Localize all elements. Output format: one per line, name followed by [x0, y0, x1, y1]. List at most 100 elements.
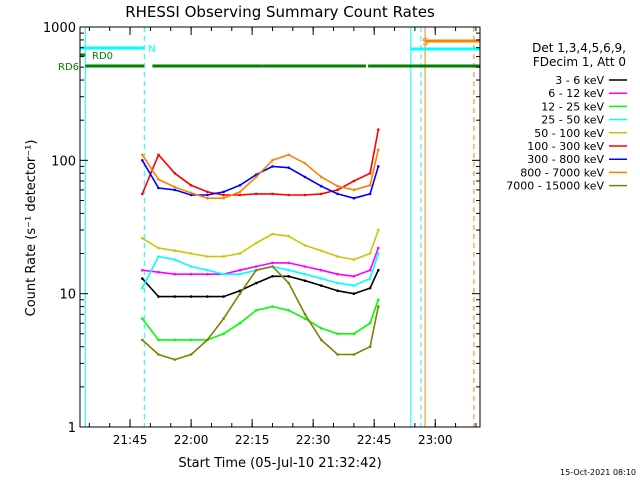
series-2-point-10	[303, 317, 307, 320]
series-6-point-12	[336, 192, 339, 196]
series-3-point-6	[238, 272, 242, 276]
series-8-point-9	[287, 281, 291, 285]
series-7-point-12	[336, 184, 339, 188]
series-6-point-5	[222, 190, 225, 194]
chart-title: RHESSI Observing Summary Count Rates	[125, 3, 435, 21]
series-1-point-14	[368, 268, 372, 272]
series-8-point-0	[141, 338, 144, 342]
series-5-point-15	[377, 128, 380, 131]
series-lines	[141, 128, 380, 361]
series-4-point-0	[141, 237, 144, 240]
series-3-point-13	[352, 284, 356, 287]
series-0-point-5	[222, 295, 225, 298]
series-line-4	[141, 229, 380, 261]
series-8-point-7	[254, 268, 258, 272]
series-2-point-9	[287, 309, 291, 312]
series-0-point-0	[141, 277, 144, 280]
series-1-point-9	[287, 261, 291, 265]
series-4-point-10	[303, 244, 307, 247]
series-4-point-6	[238, 252, 242, 255]
series-1-point-1	[157, 270, 160, 274]
series-2-point-1	[157, 338, 160, 342]
legend-label-3: 25 - 50 keV	[541, 114, 604, 127]
series-4-point-5	[222, 255, 225, 258]
series-5-point-5	[222, 193, 225, 197]
legend-label-7: 800 - 7000 keV	[520, 166, 604, 179]
series-0-point-2	[173, 295, 177, 298]
series-line-8	[141, 265, 380, 361]
y-tick-label-3: 1000	[43, 21, 76, 36]
series-0-point-4	[206, 295, 209, 298]
series-0-point-8	[271, 275, 274, 278]
flag-label-rd0: RD0	[92, 51, 113, 62]
series-7-point-7	[254, 175, 258, 179]
series-0-point-7	[254, 281, 258, 285]
series-6-point-1	[157, 186, 160, 190]
legend-label-1: 6 - 12 keV	[548, 87, 604, 100]
series-7-point-8	[271, 159, 274, 162]
series-8-point-5	[222, 317, 225, 320]
series-8-point-6	[238, 292, 242, 296]
series-2-point-14	[368, 321, 372, 325]
legend-label-2: 12 - 25 keV	[541, 100, 604, 113]
series-1-point-3	[189, 272, 193, 276]
legend-label-0: 3 - 6 keV	[555, 74, 604, 87]
series-5-point-2	[173, 172, 177, 175]
series-0-point-3	[189, 295, 193, 298]
series-5-point-3	[189, 184, 193, 187]
x-tick-label-3: 22:30	[296, 433, 331, 447]
series-7-point-1	[157, 178, 160, 181]
legend-label-5: 100 - 300 keV	[527, 140, 604, 153]
y-tick-label-1: 10	[59, 288, 76, 303]
legend-header-line-1: Det 1,3,4,5,6,9,	[532, 41, 626, 55]
series-5-point-10	[303, 193, 307, 197]
series-4-point-14	[368, 252, 372, 255]
series-1-point-11	[320, 268, 323, 272]
series-3-point-5	[222, 272, 225, 276]
series-3-point-14	[368, 277, 372, 280]
series-0-point-1	[157, 295, 160, 298]
legend-header-line-2: FDecim 1, Att 0	[533, 55, 626, 69]
series-4-point-1	[157, 246, 160, 250]
series-7-point-6	[238, 190, 242, 194]
series-4-point-11	[320, 249, 323, 252]
series-2-point-12	[336, 332, 339, 336]
series-1-point-6	[238, 268, 242, 272]
series-1-point-4	[206, 272, 209, 276]
series-0-point-15	[377, 268, 380, 272]
series-8-point-4	[206, 338, 209, 342]
legend-label-4: 50 - 100 keV	[534, 127, 604, 140]
series-line-5	[141, 129, 380, 196]
series-1-point-8	[271, 261, 274, 265]
series-1-point-13	[352, 275, 356, 278]
series-5-point-12	[336, 188, 339, 192]
series-4-point-3	[189, 252, 193, 255]
series-line-2	[141, 299, 380, 341]
flag-label-s: S	[422, 37, 428, 48]
series-2-point-6	[238, 321, 242, 325]
series-8-point-12	[336, 353, 339, 356]
series-0-point-9	[287, 275, 291, 278]
series-5-point-9	[287, 193, 291, 197]
series-3-point-11	[320, 277, 323, 280]
series-3-point-15	[377, 252, 380, 255]
series-2-point-2	[173, 338, 177, 342]
series-6-point-2	[173, 188, 177, 192]
series-4-point-7	[254, 241, 258, 245]
series-8-point-2	[173, 358, 177, 361]
series-6-point-13	[352, 196, 356, 200]
legend-label-6: 300 - 800 keV	[527, 153, 604, 166]
series-8-point-10	[303, 313, 307, 316]
y-axis: 1 10 100 1000	[43, 21, 480, 436]
series-1-point-0	[141, 268, 144, 272]
series-2-point-0	[141, 317, 144, 320]
series-5-point-4	[206, 190, 209, 194]
series-6-point-6	[238, 184, 242, 187]
series-7-point-13	[352, 188, 356, 192]
series-6-point-11	[320, 184, 323, 188]
flag-bars: RD0 RD6 N S	[58, 37, 480, 73]
legend: Det 1,3,4,5,6,9, FDecim 1, Att 0 3 - 6 k…	[506, 41, 627, 193]
timestamp: 15-Oct-2021 08:10	[560, 468, 636, 477]
series-7-point-2	[173, 185, 177, 189]
